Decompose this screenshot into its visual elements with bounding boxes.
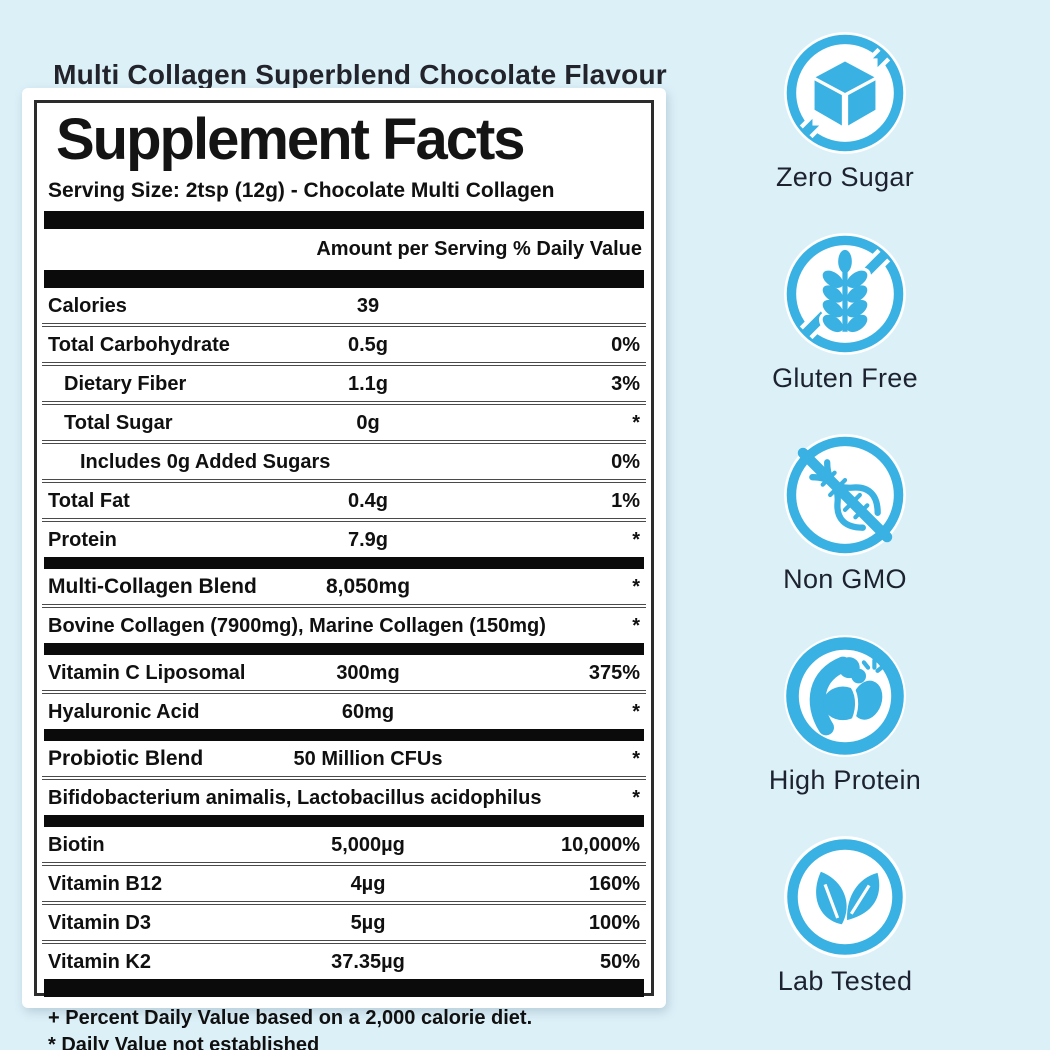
daily-value: 0% [611,450,640,473]
divider-bar [44,815,644,827]
table-row: Total Sugar 0g * [42,401,646,440]
daily-value: 0% [611,333,640,356]
leaf-icon [784,836,906,958]
daily-value: * [632,747,640,770]
badge-label: High Protein [768,765,922,795]
daily-value: * [632,575,640,598]
table-row: Hyaluronic Acid 60mg * [42,690,646,729]
table-row: Vitamin C Liposomal 300mg 375% [42,655,646,690]
table-row: Dietary Fiber 1.1g 3% [42,362,646,401]
gluten-free-badge: Gluten Free [772,231,918,394]
nutrient-amount: 300mg [336,661,400,684]
nutrient-name: Vitamin B12 [48,872,163,895]
nutrient-name: Probiotic Blend [48,746,204,770]
supplement-facts-box: Supplement Facts Serving Size: 2tsp (12g… [34,100,654,1050]
nutrient-name: Multi-Collagen Blend [48,574,257,598]
nutrient-amount: 8,050mg [325,574,411,598]
nutrient-amount: 37.35µg [331,950,405,973]
nutrient-name: Vitamin D3 [48,911,151,934]
nutrient-name: Hyaluronic Acid [48,700,200,723]
nutrient-amount: 5,000µg [331,833,405,856]
no-gluten-icon [784,233,906,355]
no-gmo-icon [784,434,906,556]
daily-value: * [632,411,640,434]
nutrient-amount: 4µg [350,872,386,895]
nutrient-name: Total Carbohydrate [48,333,230,356]
table-row: Protein 7.9g * [42,518,646,557]
table-row: Vitamin K2 37.35µg 50% [42,940,646,979]
nutrient-name: Dietary Fiber [64,372,187,395]
non-gmo-badge: Non GMO [782,432,908,595]
daily-value: * [632,786,640,809]
lab-tested-badge: Lab Tested [778,834,913,997]
facts-title: Supplement Facts [56,107,526,172]
divider-bar [44,979,644,997]
table-row: Probiotic Blend 50 Million CFUs * [42,741,646,776]
table-row: Calories 39 [42,288,646,323]
table-row: Vitamin D3 5µg 100% [42,901,646,940]
nutrient-name: Total Sugar [64,411,173,434]
nutrient-amount: 39 [356,294,380,317]
nutrition-rows: Calories 39 Total Carbohydrate 0.5g 0% Dietar… [42,288,646,997]
daily-value: * [632,528,640,551]
nutrient-amount: 0g [356,411,380,434]
table-row: Bifidobacterium animalis, Lactobacillus … [42,776,646,815]
table-row: Vitamin B12 4µg 160% [42,862,646,901]
no-sugar-icon [784,32,906,154]
badge-label: Non GMO [783,564,907,594]
divider-bar [44,729,644,741]
nutrient-amount: 0.4g [347,489,389,512]
nutrient-name: Bifidobacterium animalis, Lactobacillus … [48,786,542,809]
nutrient-name: Calories [48,294,127,317]
nutrient-amount: 60mg [341,700,395,723]
daily-value: * [632,700,640,723]
footnotes: + Percent Daily Value based on a 2,000 c… [42,997,646,1050]
badge-label: Zero Sugar [775,162,915,192]
supplement-label-panel: Supplement Facts Serving Size: 2tsp (12g… [22,88,666,1050]
serving-size: Serving Size: 2tsp (12g) - Chocolate Mul… [48,179,555,202]
table-row: Biotin 5,000µg 10,000% [42,827,646,862]
nutrient-amount: 5µg [350,911,386,934]
muscle-icon [784,635,906,757]
daily-value: 100% [588,911,640,934]
daily-value: 3% [611,372,640,395]
table-row: Total Fat 0.4g 1% [42,479,646,518]
footnote-daily-value: + Percent Daily Value based on a 2,000 c… [48,1007,533,1029]
badges-column: Zero Sugar [712,30,978,997]
divider-bar [44,557,644,569]
daily-value: 1% [611,489,640,512]
divider-bar [44,211,644,229]
zero-sugar-badge: Zero Sugar [776,30,914,193]
nutrient-name: Includes 0g Added Sugars [80,450,331,473]
nutrient-name: Bovine Collagen (7900mg), Marine Collage… [48,614,546,637]
daily-value: 160% [588,872,640,895]
nutrient-amount: 7.9g [347,528,389,551]
nutrient-name: Vitamin K2 [48,950,151,973]
nutrient-amount: 50 Million CFUs [293,747,443,770]
daily-value: 50% [599,950,640,973]
divider-bar [44,643,644,655]
nutrient-name: Total Fat [48,489,130,512]
badge-label: Lab Tested [777,966,913,996]
footnote-not-established: * Daily Value not established [48,1034,320,1050]
nutrient-amount: 0.5g [347,333,389,356]
nutrient-name: Protein [48,528,117,551]
daily-value: 375% [588,661,640,684]
daily-value: * [632,614,640,637]
nutrient-amount: 1.1g [347,372,389,395]
nutrient-name: Vitamin C Liposomal [48,661,246,684]
table-row: Total Carbohydrate 0.5g 0% [42,323,646,362]
badge-label: Gluten Free [772,363,918,393]
column-header: Amount per Serving % Daily Value [316,238,642,260]
table-row: Bovine Collagen (7900mg), Marine Collage… [42,604,646,643]
table-row: Multi-Collagen Blend 8,050mg * [42,569,646,604]
daily-value: 10,000% [561,833,640,856]
high-protein-badge: High Protein [769,633,921,796]
table-row: Includes 0g Added Sugars 0% [42,440,646,479]
nutrient-name: Biotin [48,833,105,856]
divider-bar [44,270,644,288]
product-title: Multi Collagen Superblend Chocolate Flav… [53,58,667,90]
